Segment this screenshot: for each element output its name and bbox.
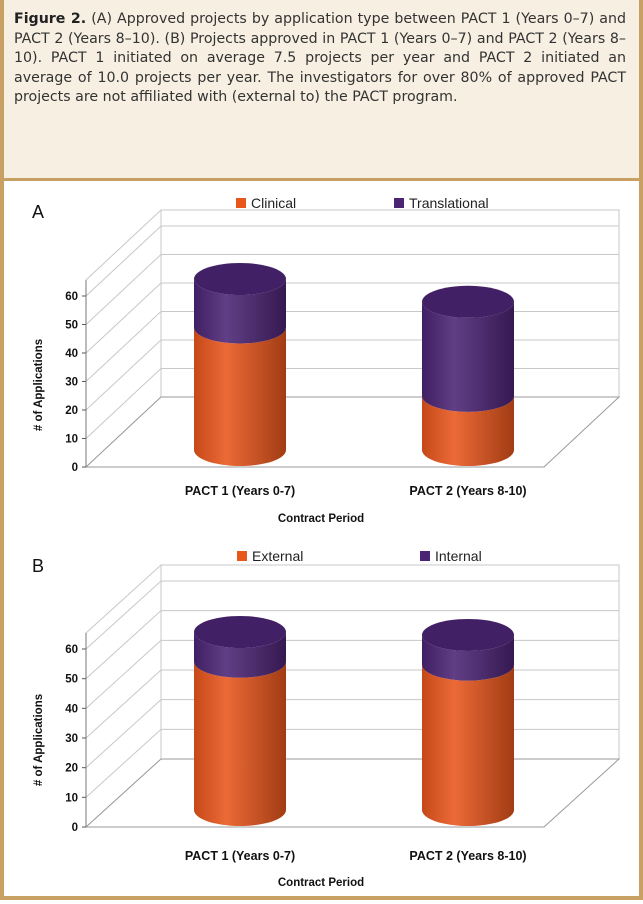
legend-swatch-0 [237,551,247,561]
bar-top-cap-1 [422,618,514,651]
bar-internal-0 [194,632,286,678]
legend-label-0: Clinical [251,195,296,211]
bar-clinical-0 [194,327,286,466]
gridline [85,282,619,354]
y-tick-label: 50 [65,674,78,686]
bar-translational-0 [194,279,286,344]
bar-clinical-1 [422,395,514,466]
x-tick-label-0: PACT 1 (Years 0-7) [185,484,295,498]
y-tick-label: 0 [72,462,78,474]
panel-label: A [32,202,44,222]
gridline [85,610,619,680]
chart-b: B External Internal 0 10 20 30 40 50 60 PACT 1 (Ye… [32,548,621,889]
y-tick-label: 0 [72,822,78,834]
y-axis-title: # of Applications [33,339,45,431]
floor [84,396,621,468]
legend-swatch-1 [420,551,430,561]
bar-internal-1 [422,634,514,681]
x-tick-label-0: PACT 1 (Years 0-7) [185,849,295,863]
x-axis-title: Contract Period [278,877,364,889]
y-tick-label: 40 [65,348,78,360]
caption-text: Figure 2. (A) Approved projects by appli… [14,10,626,108]
y-tick-label: 60 [65,291,78,303]
y-tick-label: 50 [65,320,78,332]
x-tick-label-1: PACT 2 (Years 8-10) [409,849,526,863]
legend-swatch-0 [236,198,246,208]
bar-external-0 [194,661,286,826]
legend-label-1: Translational [409,195,489,211]
bar-external-1 [422,664,514,826]
y-tick-label: 30 [65,733,78,745]
legend-label-0: External [252,548,303,564]
y-tick-label: 20 [65,763,78,775]
bar-top-cap-1 [422,285,514,318]
figure-label: Figure 2. [14,11,87,27]
legend-label-1: Internal [435,548,482,564]
caption-body: (A) Approved projects by application typ… [14,11,626,105]
y-axis-title: # of Applications [33,694,45,786]
y-tick-label: 40 [65,703,78,715]
y-tick-label: 10 [65,792,78,804]
panel-label: B [32,556,44,576]
gridline [85,254,619,325]
bar-top-cap-0 [194,616,286,648]
x-tick-label-1: PACT 2 (Years 8-10) [409,484,526,498]
legend-swatch-1 [394,198,404,208]
chart-a: A Clinical Translational 0 10 20 30 40 50 60 PACT … [32,195,621,525]
x-axis-title: Contract Period [278,513,364,525]
y-tick-label: 10 [65,434,78,446]
bar-translational-1 [422,301,514,412]
floor [84,758,621,828]
gridline [85,225,619,297]
figure-caption: Figure 2. (A) Approved projects by appli… [4,0,639,181]
y-tick-label: 30 [65,377,78,389]
y-tick-label: 20 [65,405,78,417]
y-tick-label: 60 [65,644,78,656]
bar-top-cap-0 [194,263,286,295]
gridline [85,580,619,650]
